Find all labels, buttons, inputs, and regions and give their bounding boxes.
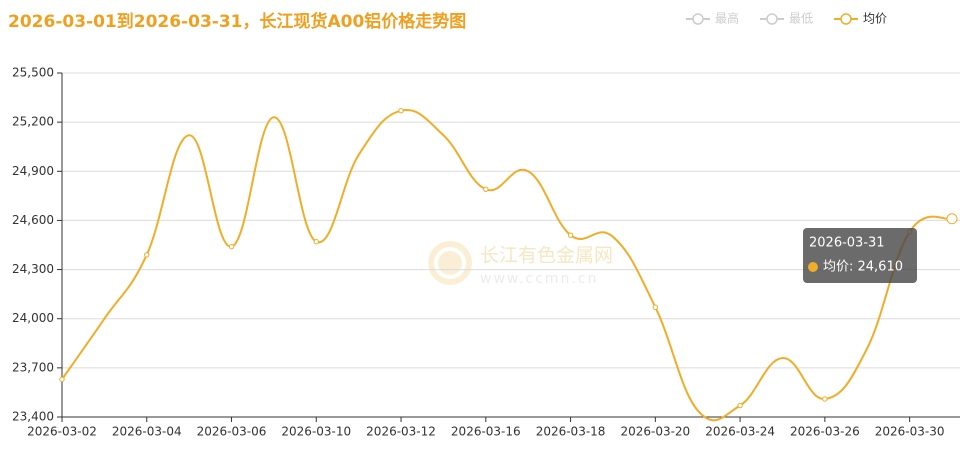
tooltip: 2026-03-31 均价: 24,610 <box>803 228 917 283</box>
y-tick-label: 24,300 <box>12 262 54 276</box>
data-point <box>946 213 958 225</box>
tooltip-box <box>803 228 917 283</box>
legend-icon <box>766 13 778 25</box>
y-tick-label: 25,200 <box>12 115 54 129</box>
legend-label: 最高 <box>715 11 739 26</box>
tooltip-text: 均价: 24,610 <box>823 260 903 275</box>
watermark-name: 长江有色金属网 <box>480 245 613 267</box>
x-tick-label: 2026-03-18 <box>536 425 606 439</box>
watermark-url: www.ccmn.cn <box>480 271 598 287</box>
x-tick-label: 2026-03-12 <box>366 425 436 439</box>
x-tick-label: 2026-03-16 <box>451 425 521 439</box>
legend-label: 最低 <box>789 12 813 26</box>
y-tick-label: 24,000 <box>12 311 54 325</box>
legend-icon <box>840 13 852 25</box>
data-point <box>59 376 65 383</box>
data-point <box>567 232 574 238</box>
watermark: 长江有色金属网 www.ccmn.cn <box>428 241 613 287</box>
tooltip-title: 2026-03-31 <box>809 236 885 251</box>
x-tick-label: 2026-03-06 <box>197 425 267 439</box>
data-point <box>822 396 828 402</box>
tooltip-dot <box>808 262 818 272</box>
y-tick-label: 23,700 <box>12 360 54 374</box>
x-tick-label: 2026-03-20 <box>620 425 690 439</box>
y-tick-label: 25,500 <box>12 66 54 80</box>
x-tick-label: 2026-03-24 <box>705 425 775 439</box>
y-tick-label: 24,900 <box>12 164 54 178</box>
data-point <box>398 107 404 114</box>
x-tick-label: 2026-03-10 <box>281 425 351 439</box>
data-point <box>313 239 319 245</box>
data-point <box>737 402 743 409</box>
y-tick-label: 23,400 <box>12 410 54 424</box>
data-point <box>228 243 235 250</box>
legend-label: 均价 <box>863 12 887 26</box>
x-tick-label: 2026-03-04 <box>112 425 182 439</box>
data-point <box>144 252 150 258</box>
watermark-logo <box>428 241 472 285</box>
data-point <box>483 186 489 193</box>
x-tick-label: 2026-03-26 <box>790 425 860 439</box>
x-tick-label: 2026-03-02 <box>27 425 97 439</box>
data-point <box>652 304 659 310</box>
chart-title: 2026-03-01到2026-03-31，长江现货A00铝价格走势图 <box>8 11 466 32</box>
watermark-logo <box>434 247 466 279</box>
legend-icon <box>692 13 704 25</box>
y-tick-label: 24,600 <box>12 213 54 227</box>
x-tick-label: 2026-03-30 <box>875 425 945 439</box>
